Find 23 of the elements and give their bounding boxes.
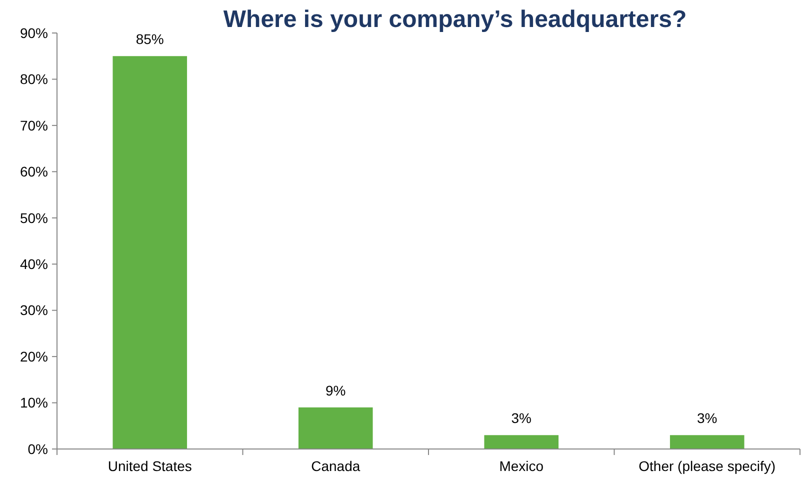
bar <box>112 56 188 449</box>
data-label: 3% <box>511 410 532 426</box>
y-tick-label: 30% <box>20 302 48 318</box>
y-tick-label: 80% <box>20 71 48 88</box>
y-tick-label: 20% <box>20 348 48 364</box>
y-tick-label: 90% <box>20 24 48 41</box>
data-label: 9% <box>326 382 346 398</box>
bar <box>298 407 373 449</box>
data-label: 3% <box>697 410 718 426</box>
x-tick-label: Mexico <box>499 458 544 474</box>
y-tick-label: 40% <box>20 256 48 272</box>
y-tick-label: 0% <box>28 440 48 457</box>
y-tick-label: 70% <box>20 117 48 134</box>
y-tick-label: 10% <box>20 394 48 411</box>
chart-title: Where is your company’s headquarters? <box>223 6 687 33</box>
y-tick-label: 50% <box>20 210 48 226</box>
y-tick-label: 60% <box>20 164 48 180</box>
bar <box>670 435 744 449</box>
data-label: 85% <box>136 31 164 48</box>
bar <box>484 435 559 449</box>
x-tick-label: Other (please specify) <box>638 458 776 474</box>
x-tick-label: United States <box>108 458 192 474</box>
x-tick-label: Canada <box>311 458 360 474</box>
